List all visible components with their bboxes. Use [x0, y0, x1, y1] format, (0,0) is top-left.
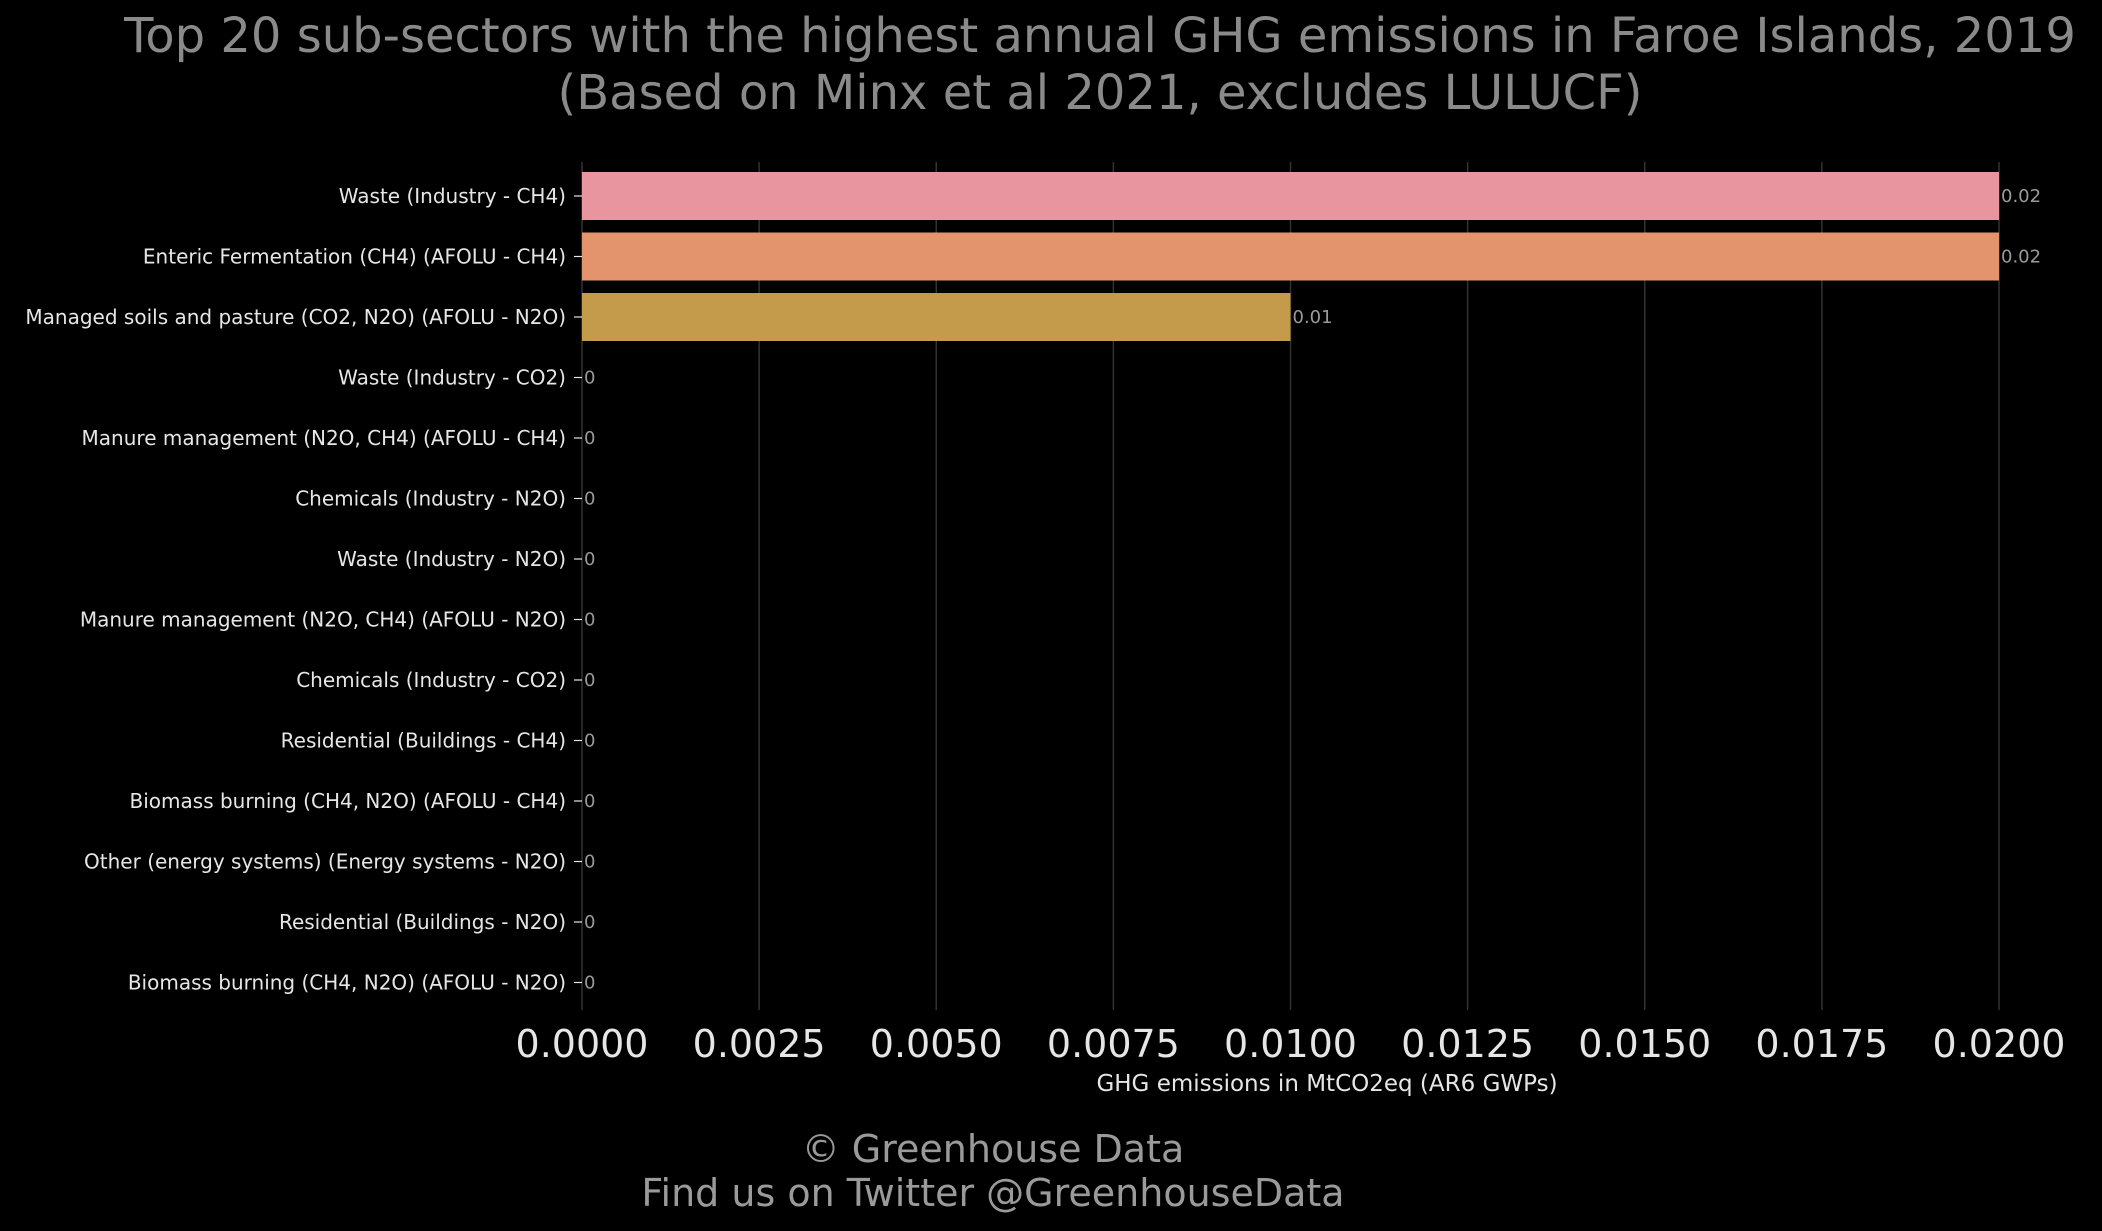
x-tick-label: 0.0075 [1047, 1022, 1180, 1066]
category-label: Chemicals (Industry - CO2) [296, 668, 566, 692]
x-tick-label: 0.0175 [1755, 1022, 1888, 1066]
x-tick-label: 0.0025 [693, 1022, 826, 1066]
category-labels: Waste (Industry - CH4) Enteric Fermentati… [25, 184, 582, 995]
category-label: Enteric Fermentation (CH4) (AFOLU - CH4) [143, 245, 566, 269]
bar [582, 293, 1291, 341]
category-label: Managed soils and pasture (CO2, N2O) (AF… [25, 305, 566, 329]
category-label: Biomass burning (CH4, N2O) (AFOLU - N2O) [128, 971, 566, 995]
category-label: Residential (Buildings - N2O) [279, 910, 566, 934]
chart-subtitle: (Based on Minx et al 2021, excludes LULU… [558, 65, 1643, 121]
data-label: 0 [584, 489, 595, 510]
data-label: 0 [584, 549, 595, 570]
category-label: Other (energy systems) (Energy systems -… [84, 850, 566, 874]
bar [582, 172, 1999, 220]
x-axis-label: GHG emissions in MtCO2eq (AR6 GWPs) [1096, 1071, 1557, 1097]
category-label: Waste (Industry - CO2) [338, 366, 566, 390]
category-label: Chemicals (Industry - N2O) [295, 487, 566, 511]
footer-credit: © Greenhouse Data [802, 1127, 1185, 1171]
category-label: Waste (Industry - CH4) [339, 184, 566, 208]
data-label: 0 [584, 791, 595, 812]
category-label: Manure management (N2O, CH4) (AFOLU - CH… [82, 426, 566, 450]
data-label: 0 [584, 852, 595, 873]
data-label: 0.02 [2001, 186, 2041, 207]
footer-twitter: Find us on Twitter @GreenhouseData [641, 1171, 1344, 1215]
category-label: Waste (Industry - N2O) [337, 547, 566, 571]
x-tick-label: 0.0125 [1401, 1022, 1534, 1066]
x-tick-label: 0.0050 [870, 1022, 1003, 1066]
data-label: 0 [584, 731, 595, 752]
x-axis-ticks: 0.0000 0.0025 0.0050 0.0075 0.0100 0.0125 0.01… [516, 1022, 2066, 1066]
chart-title: Top 20 sub-sectors with the highest annu… [123, 8, 2076, 64]
bar [582, 232, 1999, 281]
data-label: 0.02 [2001, 247, 2041, 268]
category-label: Residential (Buildings - CH4) [281, 729, 566, 753]
x-tick-label: 0.0000 [516, 1022, 649, 1066]
x-tick-label: 0.0200 [1933, 1022, 2066, 1066]
data-label: 0 [584, 670, 595, 691]
data-label: 0 [584, 368, 595, 389]
grid-lines [581, 162, 2000, 1010]
category-label: Manure management (N2O, CH4) (AFOLU - N2… [80, 608, 566, 632]
bars: 0.02 0.02 0.01 0 0 0 0 0 0 0 0 0 0 0 [582, 172, 2041, 994]
x-tick-label: 0.0150 [1578, 1022, 1711, 1066]
data-label: 0 [584, 610, 595, 631]
data-label: 0 [584, 428, 595, 449]
data-label: 0 [584, 973, 595, 994]
category-label: Biomass burning (CH4, N2O) (AFOLU - CH4) [130, 789, 566, 813]
data-label: 0.01 [1293, 307, 1333, 328]
data-label: 0 [584, 912, 595, 933]
x-tick-label: 0.0100 [1224, 1022, 1357, 1066]
